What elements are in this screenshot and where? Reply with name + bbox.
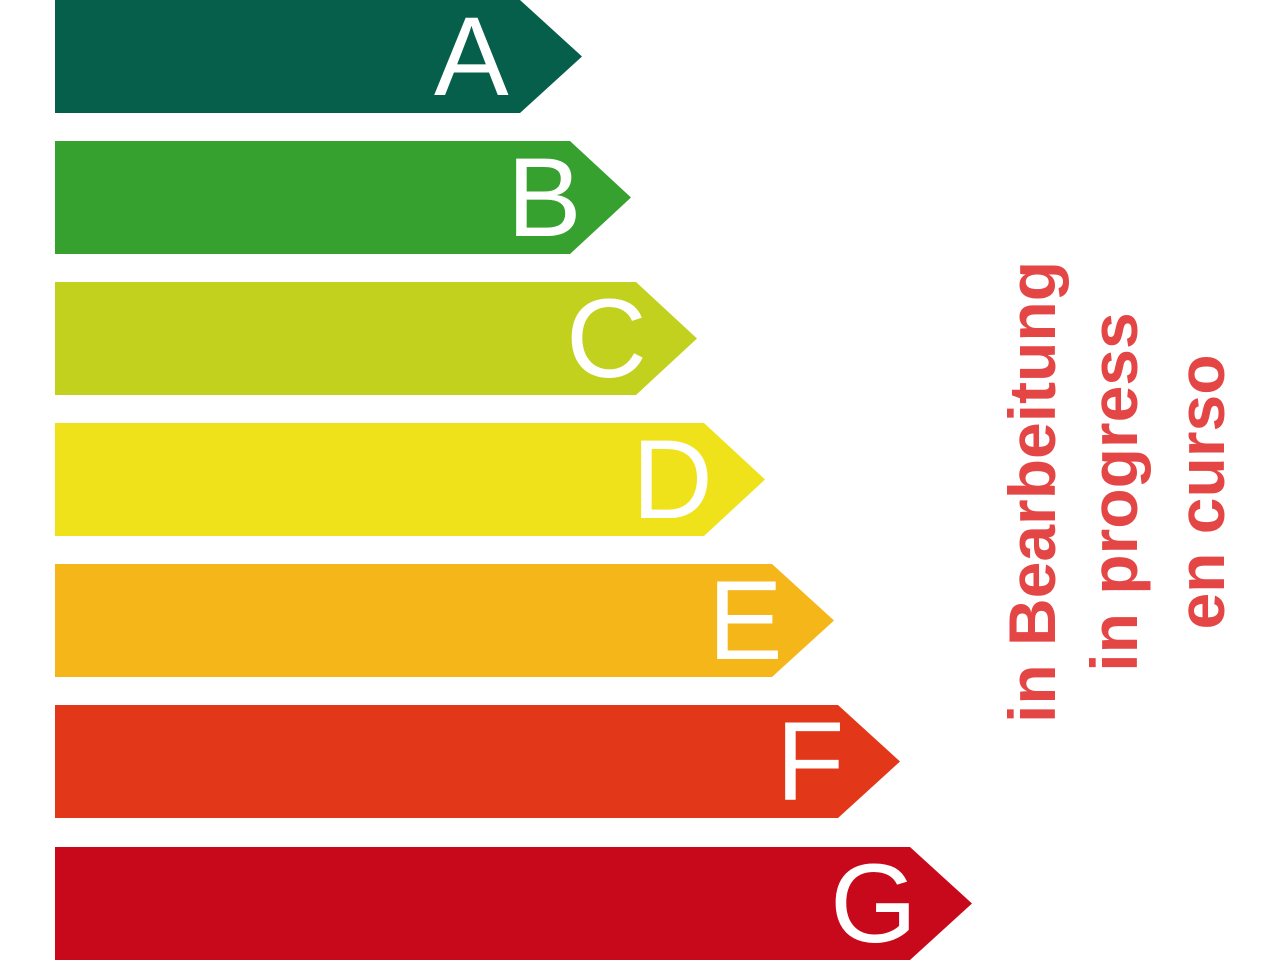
energy-class-bar-g: G (55, 847, 972, 960)
status-line-german: in Bearbeitung (995, 260, 1069, 724)
energy-class-bar-a: A (55, 0, 582, 113)
status-line-english: in progress (1077, 312, 1151, 672)
energy-class-letter: C (566, 276, 647, 401)
energy-class-letter: D (632, 417, 713, 542)
energy-class-letter: B (507, 135, 582, 260)
energy-class-bar-e: E (55, 564, 834, 677)
energy-class-bar-b: B (55, 141, 631, 254)
energy-class-letter: A (434, 0, 509, 119)
energy-class-bar-f: F (55, 705, 900, 818)
energy-class-letter: G (830, 841, 918, 966)
energy-class-bar-c: C (55, 282, 697, 395)
energy-class-bar-d: D (55, 423, 765, 536)
energy-class-letter: E (708, 558, 783, 683)
status-line-spanish: en curso (1164, 354, 1238, 630)
energy-class-letter: F (776, 699, 845, 824)
